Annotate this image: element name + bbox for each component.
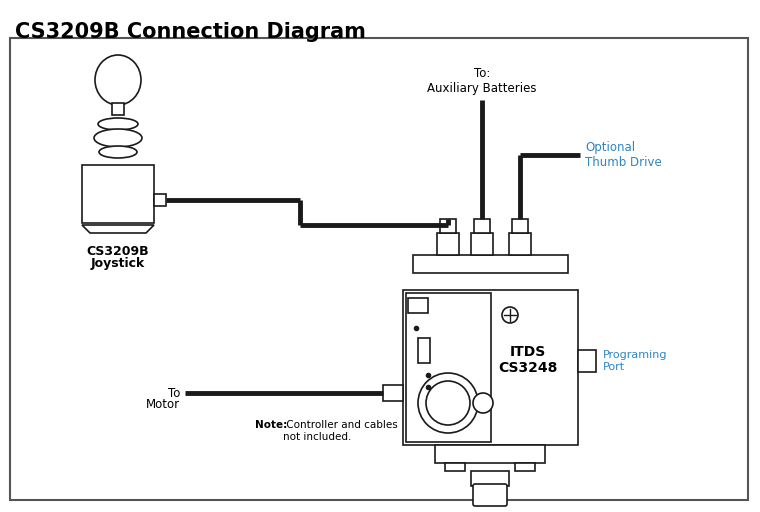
FancyBboxPatch shape bbox=[578, 350, 596, 372]
Text: ITDS
CS3248: ITDS CS3248 bbox=[499, 345, 558, 375]
Circle shape bbox=[418, 373, 478, 433]
FancyBboxPatch shape bbox=[473, 484, 507, 506]
FancyBboxPatch shape bbox=[435, 445, 545, 463]
FancyBboxPatch shape bbox=[383, 385, 403, 401]
Text: To:
Auxiliary Batteries: To: Auxiliary Batteries bbox=[427, 67, 537, 95]
Ellipse shape bbox=[98, 118, 138, 130]
FancyBboxPatch shape bbox=[406, 293, 491, 442]
Circle shape bbox=[502, 307, 518, 323]
Ellipse shape bbox=[94, 129, 142, 147]
Text: Motor: Motor bbox=[146, 398, 180, 411]
Text: Note:: Note: bbox=[255, 420, 287, 430]
FancyBboxPatch shape bbox=[440, 219, 456, 233]
FancyBboxPatch shape bbox=[413, 255, 568, 273]
FancyBboxPatch shape bbox=[418, 338, 430, 363]
Circle shape bbox=[473, 393, 493, 413]
FancyBboxPatch shape bbox=[515, 463, 535, 471]
Text: CS3209B: CS3209B bbox=[87, 245, 149, 258]
FancyBboxPatch shape bbox=[445, 463, 465, 471]
FancyBboxPatch shape bbox=[82, 165, 154, 223]
FancyBboxPatch shape bbox=[509, 233, 531, 255]
FancyBboxPatch shape bbox=[403, 290, 578, 445]
FancyBboxPatch shape bbox=[471, 471, 509, 486]
Text: Programing
Port: Programing Port bbox=[603, 350, 667, 372]
FancyBboxPatch shape bbox=[471, 233, 493, 255]
Text: To: To bbox=[168, 387, 180, 400]
Ellipse shape bbox=[95, 55, 141, 105]
Text: Joystick: Joystick bbox=[91, 257, 145, 270]
FancyBboxPatch shape bbox=[474, 219, 490, 233]
FancyBboxPatch shape bbox=[512, 219, 528, 233]
FancyBboxPatch shape bbox=[154, 194, 166, 206]
Text: Optional
Thumb Drive: Optional Thumb Drive bbox=[585, 141, 662, 169]
Circle shape bbox=[426, 381, 470, 425]
Ellipse shape bbox=[99, 146, 137, 158]
FancyBboxPatch shape bbox=[112, 103, 124, 115]
FancyBboxPatch shape bbox=[408, 298, 428, 313]
Text: CS3209B Connection Diagram: CS3209B Connection Diagram bbox=[15, 22, 366, 42]
Text: Controller and cables
not included.: Controller and cables not included. bbox=[283, 420, 397, 441]
FancyBboxPatch shape bbox=[437, 233, 459, 255]
Polygon shape bbox=[82, 225, 154, 233]
